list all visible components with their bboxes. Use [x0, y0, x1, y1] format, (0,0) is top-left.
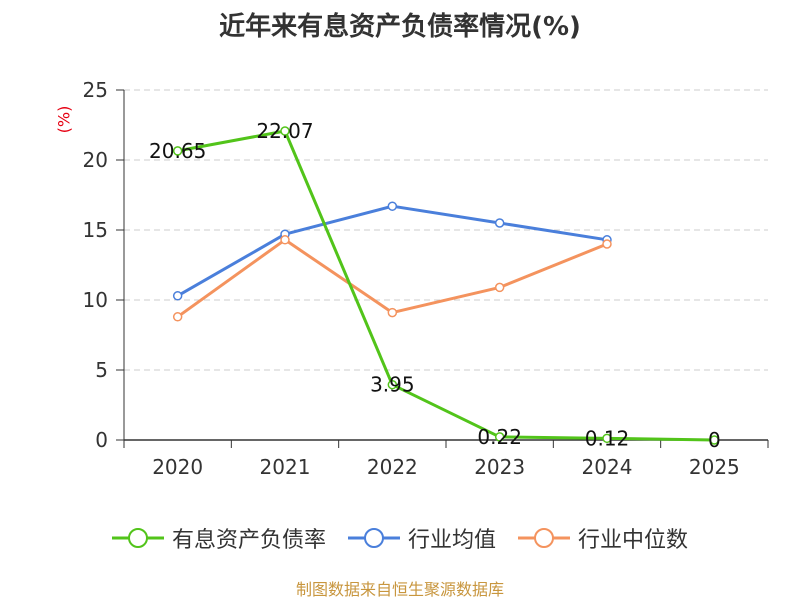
legend-label: 行业中位数: [578, 528, 689, 553]
y-tick-label: 5: [95, 358, 108, 382]
legend-marker-orange: [518, 528, 570, 548]
data-label: 0.12: [585, 426, 630, 450]
y-tick-label: 15: [83, 218, 108, 242]
x-tick-label: 2020: [152, 455, 203, 479]
x-tick-label: 2023: [474, 455, 525, 479]
x-tick-label: 2021: [260, 455, 311, 479]
data-point: [172, 291, 183, 301]
series-line-0: [177, 129, 715, 442]
chart-title: 近年来有息资产负债率情况(%): [219, 12, 581, 42]
data-label: 22.07: [256, 119, 313, 143]
y-tick-label: 10: [83, 288, 108, 312]
series-lines: [172, 126, 720, 445]
data-point: [172, 312, 183, 322]
series-line-1: [176, 204, 608, 298]
data-point: [602, 239, 612, 249]
data-point: [387, 379, 398, 390]
data-point: [280, 235, 290, 245]
legend: 有息资产负债率 行业均值 行业中位数: [0, 522, 800, 554]
grid-lines: [124, 89, 768, 371]
data-point: [709, 435, 720, 445]
y-tick-label: 25: [83, 78, 108, 102]
legend-label: 有息资产负债率: [171, 528, 326, 553]
series-line-2: [176, 238, 608, 319]
x-tick-label: 2022: [367, 455, 418, 479]
y-tick-label: 20: [83, 148, 108, 172]
data-point: [494, 218, 505, 228]
data-point: [280, 126, 290, 136]
data-label: 0: [708, 428, 721, 452]
data-label: 3.95: [370, 373, 415, 397]
legend-item-series-1[interactable]: 行业均值: [347, 522, 496, 554]
data-point: [494, 282, 505, 293]
data-point: [387, 201, 398, 211]
data-labels: 20.65 22.07 3.95 0.22 0.12 0: [149, 119, 721, 452]
data-point: [494, 432, 505, 442]
data-point: [602, 433, 612, 444]
source-note: 制图数据来自恒生聚源数据库: [295, 580, 504, 599]
data-label: 0.22: [477, 425, 522, 449]
legend-item-series-2[interactable]: 行业中位数: [518, 522, 688, 554]
data-point: [387, 307, 398, 318]
legend-marker-green: [111, 528, 164, 548]
legend-marker-blue: [347, 528, 400, 548]
legend-item-series-0[interactable]: 有息资产负债率: [111, 522, 326, 554]
data-label: 20.65: [149, 139, 206, 163]
x-tick-label: 2025: [689, 455, 740, 479]
data-point: [172, 146, 183, 156]
y-tick-label: 0: [95, 428, 108, 452]
legend-label: 行业均值: [407, 528, 496, 553]
x-tick-label: 2024: [582, 455, 633, 479]
